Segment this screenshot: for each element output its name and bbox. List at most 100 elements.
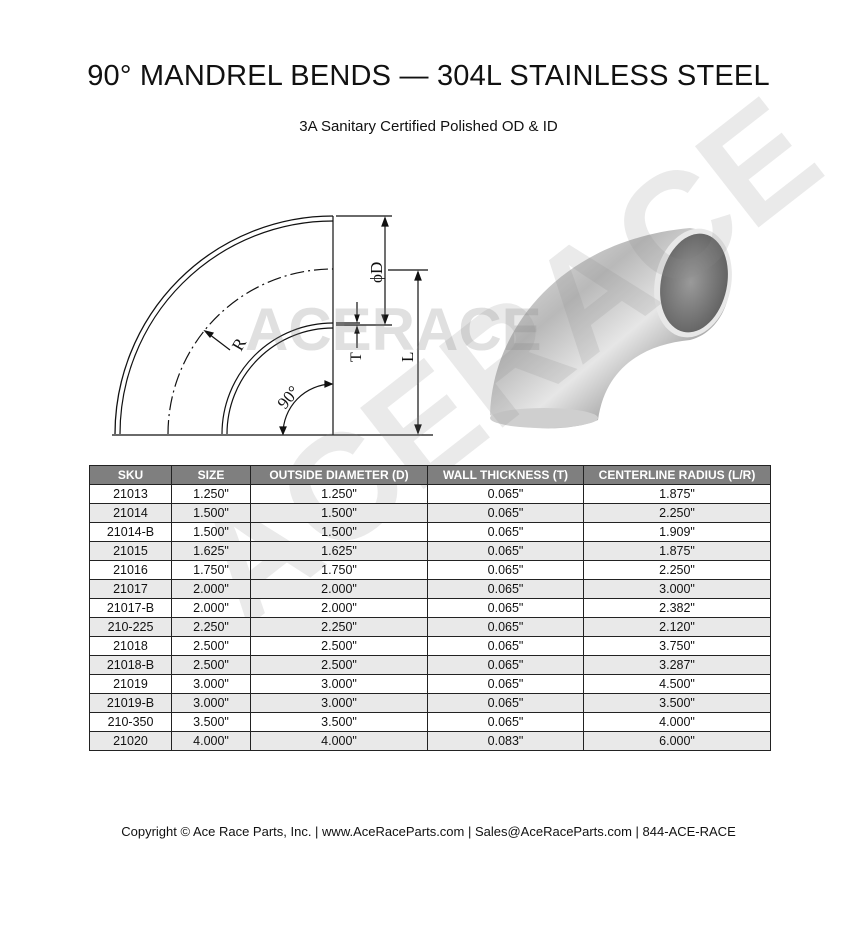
- cell-centerline-radius: 2.250": [583, 503, 771, 523]
- cell-centerline-radius: 3.500": [583, 693, 771, 713]
- col-centerline-radius: CENTERLINE RADIUS (L/R): [583, 465, 771, 485]
- table-row: 21017-B 2.000" 2.000" 0.065" 2.382": [89, 598, 771, 618]
- specs-table: SKU SIZE OUTSIDE DIAMETER (D) WALL THICK…: [89, 465, 771, 751]
- cell-size: 2.000": [171, 598, 251, 618]
- page-subtitle: 3A Sanitary Certified Polished OD & ID: [299, 118, 558, 135]
- cell-sku: 21018: [89, 636, 172, 656]
- table-row: 21018-B 2.500" 2.500" 0.065" 3.287": [89, 655, 771, 675]
- cell-centerline-radius: 4.500": [583, 674, 771, 694]
- cell-size: 1.750": [171, 560, 251, 580]
- cell-wall-thickness: 0.065": [427, 674, 584, 694]
- cell-size: 1.500": [171, 503, 251, 523]
- table-row: 21018 2.500" 2.500" 0.065" 3.750": [89, 636, 771, 656]
- cell-size: 3.500": [171, 712, 251, 732]
- cell-centerline-radius: 4.000": [583, 712, 771, 732]
- cell-sku: 21017: [89, 579, 172, 599]
- cell-size: 2.250": [171, 617, 251, 637]
- cell-wall-thickness: 0.083": [427, 731, 584, 751]
- cell-wall-thickness: 0.065": [427, 598, 584, 618]
- cell-outside-diameter: 2.250": [250, 617, 428, 637]
- cell-centerline-radius: 1.875": [583, 484, 771, 504]
- table-row: 21019 3.000" 3.000" 0.065" 4.500": [89, 674, 771, 694]
- cell-outside-diameter: 4.000": [250, 731, 428, 751]
- cell-sku: 21013: [89, 484, 172, 504]
- footer-copyright: Copyright © Ace Race Parts, Inc. | www.A…: [121, 824, 736, 839]
- cell-size: 2.000": [171, 579, 251, 599]
- table-row: 21013 1.250" 1.250" 0.065" 1.875": [89, 484, 771, 504]
- cell-wall-thickness: 0.065": [427, 560, 584, 580]
- angle-label: 90°: [274, 382, 304, 412]
- cell-centerline-radius: 1.909": [583, 522, 771, 542]
- cell-centerline-radius: 1.875": [583, 541, 771, 561]
- cell-wall-thickness: 0.065": [427, 579, 584, 599]
- cell-centerline-radius: 6.000": [583, 731, 771, 751]
- cell-outside-diameter: 2.000": [250, 579, 428, 599]
- cell-outside-diameter: 1.625": [250, 541, 428, 561]
- radius-label: R: [228, 334, 250, 354]
- cell-sku: 21018-B: [89, 655, 172, 675]
- cell-size: 1.250": [171, 484, 251, 504]
- col-size: SIZE: [171, 465, 251, 485]
- cell-size: 2.500": [171, 655, 251, 675]
- cell-sku: 21020: [89, 731, 172, 751]
- elbow-photo: [490, 228, 732, 429]
- length-label: L: [398, 352, 417, 362]
- cell-outside-diameter: 1.250": [250, 484, 428, 504]
- cell-size: 1.500": [171, 522, 251, 542]
- table-row: 21019-B 3.000" 3.000" 0.065" 3.500": [89, 693, 771, 713]
- cell-sku: 21015: [89, 541, 172, 561]
- table-row: 21017 2.000" 2.000" 0.065" 3.000": [89, 579, 771, 599]
- cell-centerline-radius: 2.120": [583, 617, 771, 637]
- cell-wall-thickness: 0.065": [427, 655, 584, 675]
- cell-wall-thickness: 0.065": [427, 541, 584, 561]
- table-header-row: SKU SIZE OUTSIDE DIAMETER (D) WALL THICK…: [89, 465, 771, 485]
- table-row: 21014-B 1.500" 1.500" 0.065" 1.909": [89, 522, 771, 542]
- cell-size: 1.625": [171, 541, 251, 561]
- cell-centerline-radius: 2.382": [583, 598, 771, 618]
- cell-wall-thickness: 0.065": [427, 522, 584, 542]
- cell-outside-diameter: 1.500": [250, 522, 428, 542]
- cell-outside-diameter: 3.500": [250, 712, 428, 732]
- cell-centerline-radius: 3.000": [583, 579, 771, 599]
- cell-size: 3.000": [171, 693, 251, 713]
- col-outside-diameter: OUTSIDE DIAMETER (D): [250, 465, 428, 485]
- cell-sku: 21014-B: [89, 522, 172, 542]
- cell-outside-diameter: 3.000": [250, 674, 428, 694]
- diameter-label: ϕD: [367, 262, 386, 283]
- col-sku: SKU: [89, 465, 172, 485]
- cell-sku: 21014: [89, 503, 172, 523]
- table-row: 21015 1.625" 1.625" 0.065" 1.875": [89, 541, 771, 561]
- table-row: 210-350 3.500" 3.500" 0.065" 4.000": [89, 712, 771, 732]
- cell-wall-thickness: 0.065": [427, 636, 584, 656]
- cell-sku: 21019-B: [89, 693, 172, 713]
- cell-wall-thickness: 0.065": [427, 693, 584, 713]
- cell-outside-diameter: 2.500": [250, 636, 428, 656]
- cell-centerline-radius: 3.750": [583, 636, 771, 656]
- bend-dimension-diagram: ϕD R T L 90°: [112, 215, 433, 436]
- cell-sku: 210-225: [89, 617, 172, 637]
- page-title: 90° MANDREL BENDS — 304L STAINLESS STEEL: [87, 60, 770, 92]
- cell-outside-diameter: 1.500": [250, 503, 428, 523]
- col-wall-thickness: WALL THICKNESS (T): [427, 465, 584, 485]
- cell-outside-diameter: 2.000": [250, 598, 428, 618]
- cell-wall-thickness: 0.065": [427, 617, 584, 637]
- cell-outside-diameter: 2.500": [250, 655, 428, 675]
- cell-centerline-radius: 3.287": [583, 655, 771, 675]
- cell-sku: 21016: [89, 560, 172, 580]
- table-row: 21016 1.750" 1.750" 0.065" 2.250": [89, 560, 771, 580]
- cell-wall-thickness: 0.065": [427, 712, 584, 732]
- cell-size: 3.000": [171, 674, 251, 694]
- cell-sku: 21017-B: [89, 598, 172, 618]
- cell-outside-diameter: 3.000": [250, 693, 428, 713]
- cell-sku: 21019: [89, 674, 172, 694]
- cell-sku: 210-350: [89, 712, 172, 732]
- cell-size: 4.000": [171, 731, 251, 751]
- table-row: 210-225 2.250" 2.250" 0.065" 2.120": [89, 617, 771, 637]
- cell-wall-thickness: 0.065": [427, 484, 584, 504]
- thickness-label: T: [348, 352, 365, 362]
- cell-centerline-radius: 2.250": [583, 560, 771, 580]
- cell-wall-thickness: 0.065": [427, 503, 584, 523]
- table-row: 21020 4.000" 4.000" 0.083" 6.000": [89, 731, 771, 751]
- cell-size: 2.500": [171, 636, 251, 656]
- cell-outside-diameter: 1.750": [250, 560, 428, 580]
